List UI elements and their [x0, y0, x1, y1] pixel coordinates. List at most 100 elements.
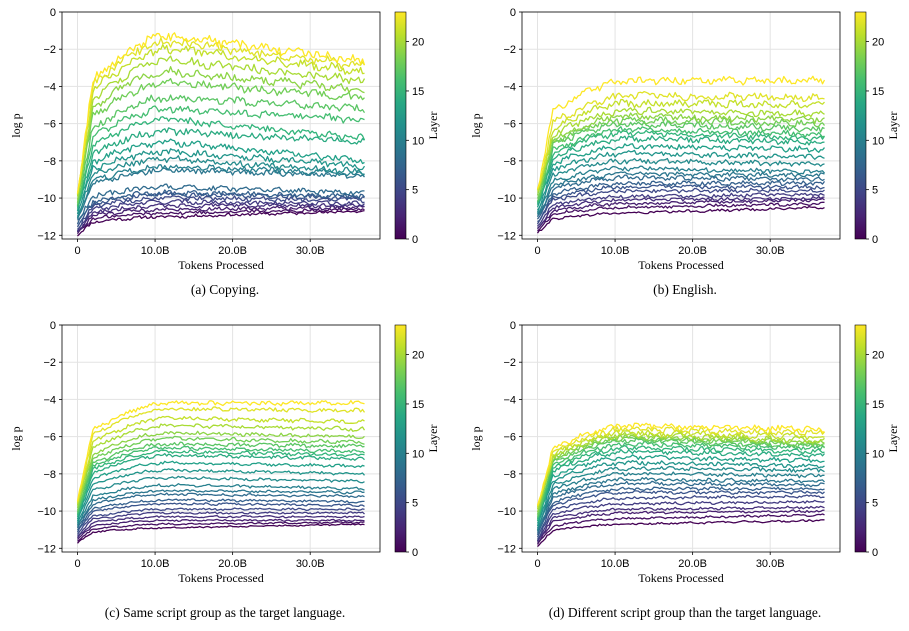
series-line-layer-1 — [77, 520, 365, 542]
series-line-layer-9 — [76, 489, 365, 527]
series-line-layer-21 — [76, 43, 365, 195]
chart-d: 0 10.0B 20.0B 30.0B 0 −2 −4 −6 −8 −10 −12 Tokens Pr… — [469, 320, 900, 585]
series-line-layer-23 — [76, 399, 365, 502]
y-axis-label: log p — [9, 426, 23, 450]
series-line-layer-1 — [536, 513, 825, 545]
series-line-layer-8 — [77, 183, 365, 221]
series-line-layer-15 — [76, 449, 365, 516]
series-line-layer-4 — [76, 198, 365, 232]
caption-c: (c) Same script group as the target lang… — [104, 605, 346, 620]
series-line-layer-2 — [76, 204, 365, 232]
series-line-layer-3 — [77, 202, 365, 233]
series-line-layer-12 — [76, 148, 366, 215]
chart-a: 0 10.0B 20.0B 30.0B 0 −2 −4 −6 −8 −10 −12 Tokens Pr… — [9, 7, 440, 272]
series-line-layer-3 — [536, 505, 825, 542]
series-line-layer-21 — [536, 429, 825, 508]
series-lines — [76, 399, 366, 544]
series-line-layer-11 — [76, 475, 365, 524]
colorbar-tick-label: 0 — [872, 547, 878, 559]
panel-b: 0 10.0B 20.0B 30.0B 0 −2 −4 −6 −8 −10 −12 Tokens Pr… — [460, 0, 909, 313]
series-line-layer-20 — [536, 431, 825, 510]
panel-c: 0 10.0B 20.0B 30.0B 0 −2 −4 −6 −8 −10 −12 Tokens Pr… — [0, 313, 450, 626]
series-line-layer-17 — [76, 94, 366, 206]
y-tick-label: −8 — [43, 469, 56, 481]
series-line-layer-2 — [77, 518, 365, 540]
y-tick-label: −6 — [43, 119, 56, 131]
x-axis-label: Tokens Processed — [638, 258, 723, 272]
y-tick-label: −6 — [503, 432, 516, 444]
x-tick-label: 30.0B — [756, 245, 785, 257]
y-tick-label: 0 — [50, 320, 56, 332]
panel-a: 0 10.0B 20.0B 30.0B 0 −2 −4 −6 −8 −10 −12 Tokens Pr… — [0, 0, 450, 313]
y-tick-label: −10 — [37, 506, 56, 518]
series-line-layer-14 — [536, 135, 825, 205]
caption-a: (a) Copying. — [190, 282, 260, 297]
chart-c: 0 10.0B 20.0B 30.0B 0 −2 −4 −6 −8 −10 −12 Tokens Pr… — [9, 320, 440, 585]
y-axis-label: log p — [469, 426, 483, 450]
series-line-layer-22 — [536, 90, 825, 190]
x-tick-label: 30.0B — [296, 558, 325, 570]
x-tick-label: 20.0B — [678, 558, 707, 570]
series-line-layer-1 — [76, 207, 365, 235]
y-tick-label: −4 — [43, 81, 56, 93]
series-line-layer-3 — [537, 195, 825, 228]
y-tick-label: −6 — [43, 432, 56, 444]
series-line-layer-17 — [76, 441, 365, 513]
series-line-layer-2 — [537, 197, 825, 230]
y-tick-label: −8 — [503, 156, 516, 168]
series-line-layer-7 — [76, 189, 365, 225]
colorbar-gradient — [854, 324, 867, 553]
y-tick-label: −4 — [503, 81, 516, 93]
series-line-layer-7 — [76, 498, 365, 531]
series-line-layer-23 — [536, 422, 825, 506]
plot-frame — [61, 11, 381, 240]
y-tick-label: −2 — [503, 357, 516, 369]
series-line-layer-5 — [76, 507, 365, 535]
series-line-layer-18 — [536, 116, 826, 199]
series-line-layer-12 — [536, 459, 825, 527]
series-line-layer-16 — [76, 105, 365, 207]
series-lines — [536, 75, 826, 234]
colorbar: 0 5 10 15 20 Layer — [394, 324, 440, 559]
plot-frame — [61, 324, 381, 553]
series-line-layer-5 — [536, 187, 825, 225]
colorbar-gradient — [854, 11, 867, 240]
colorbar-gradient — [394, 324, 407, 553]
series-line-layer-22 — [76, 406, 366, 503]
series-line-layer-20 — [536, 106, 825, 193]
chart-b: 0 10.0B 20.0B 30.0B 0 −2 −4 −6 −8 −10 −12 Tokens Pr… — [469, 7, 900, 272]
series-line-layer-23 — [536, 75, 826, 189]
series-line-layer-10 — [76, 483, 365, 526]
y-axis-label: log p — [9, 113, 23, 137]
series-line-layer-19 — [76, 66, 365, 200]
colorbar-tick-label: 0 — [412, 234, 418, 246]
colorbar-label: Layer — [886, 425, 900, 453]
colorbar-tick-label: 10 — [412, 135, 424, 147]
series-line-layer-0 — [537, 519, 825, 548]
y-tick-label: −10 — [37, 193, 56, 205]
colorbar-tick-label: 10 — [872, 135, 884, 147]
series-line-layer-5 — [77, 195, 365, 230]
x-tick-label: 30.0B — [296, 245, 325, 257]
y-tick-label: −2 — [43, 357, 56, 369]
series-line-layer-13 — [76, 138, 365, 212]
series-line-layer-3 — [76, 514, 365, 539]
panel-d: 0 10.0B 20.0B 30.0B 0 −2 −4 −6 −8 −10 −12 Tokens Pr… — [460, 313, 909, 626]
series-line-layer-16 — [536, 126, 825, 203]
series-line-layer-10 — [536, 471, 825, 531]
series-line-layer-5 — [536, 494, 825, 540]
y-tick-label: −8 — [43, 156, 56, 168]
series-line-layer-7 — [536, 486, 825, 536]
series-lines — [76, 32, 366, 237]
colorbar-tick-label: 10 — [412, 448, 424, 460]
series-line-layer-8 — [536, 480, 825, 534]
series-line-layer-14 — [536, 448, 825, 522]
x-axis-label: Tokens Processed — [638, 571, 723, 585]
series-line-layer-16 — [536, 440, 825, 519]
colorbar-tick-label: 20 — [872, 37, 884, 49]
y-tick-label: 0 — [50, 7, 56, 19]
x-tick-label: 0 — [534, 245, 540, 257]
series-line-layer-22 — [536, 426, 825, 507]
series-line-layer-14 — [76, 453, 365, 518]
series-line-layer-18 — [536, 436, 825, 515]
